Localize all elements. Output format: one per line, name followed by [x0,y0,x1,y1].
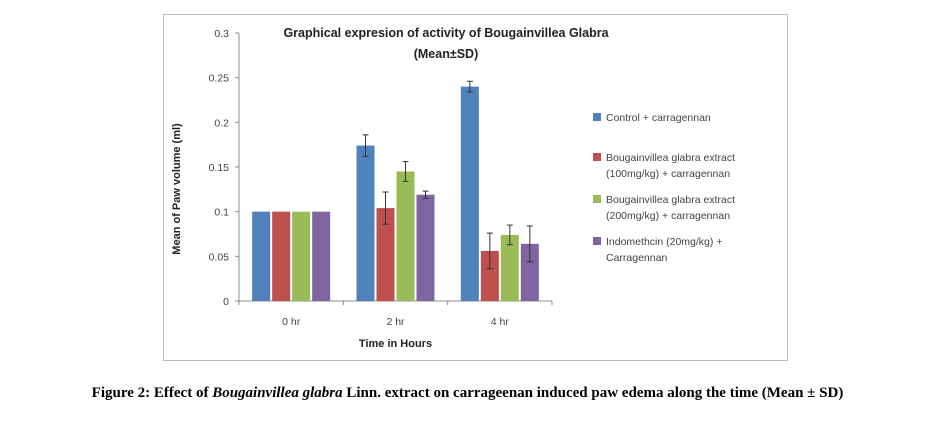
legend-label: Indomethcin (20mg/kg) + [606,236,722,248]
legend-label: Bougainvillea glabra extract [606,194,735,206]
legend-label: Bougainvillea glabra extract [606,152,735,164]
y-tick-label: 0.25 [209,73,230,85]
bar [292,211,311,301]
legend-swatch [593,195,601,203]
bar [500,234,519,301]
legend-swatch [593,113,601,121]
legend-swatch [593,153,601,161]
x-tick-label: 0 hr [282,316,301,328]
legend-label: (100mg/kg) + carragennan [606,168,730,180]
bar [252,211,271,301]
caption-suffix: Linn. extract on carrageenan induced paw… [342,385,844,401]
bar-chart: Graphical expresion of activity of Bouga… [171,26,735,350]
caption-prefix: Figure 2: Effect of [91,385,213,401]
chart-frame: Graphical expresion of activity of Bouga… [163,14,788,361]
bar [376,208,395,301]
y-tick-label: 0.05 [209,251,230,263]
y-tick-label: 0.15 [209,162,230,174]
caption-species: Bougainvillea glabra [212,385,343,401]
bar [520,243,539,301]
bar [356,145,375,301]
bar [312,211,331,301]
x-tick-label: 4 hr [491,316,510,328]
bar [396,171,415,301]
figure-caption: Figure 2: Effect of Bougainvillea glabra… [0,385,935,402]
y-tick-label: 0.1 [214,207,229,219]
x-tick-label: 2 hr [386,316,405,328]
x-axis-title: Time in Hours [359,338,432,350]
legend-label: Control + carragennan [606,112,711,124]
y-axis-title: Mean of Paw volume (ml) [171,123,183,255]
chart-title-line1: Graphical expresion of activity of Bouga… [283,26,609,40]
y-tick-label: 0.2 [214,117,229,129]
y-tick-label: 0.3 [214,28,229,40]
chart-title-line2: (Mean±SD) [414,47,479,61]
bar [272,211,291,301]
bar [480,250,499,301]
legend-swatch [593,237,601,245]
y-tick-label: 0 [223,296,229,308]
legend-label: Carragennan [606,252,667,264]
legend-label: (200mg/kg) + carragennan [606,210,730,222]
bar [460,86,479,301]
bar [416,194,435,301]
